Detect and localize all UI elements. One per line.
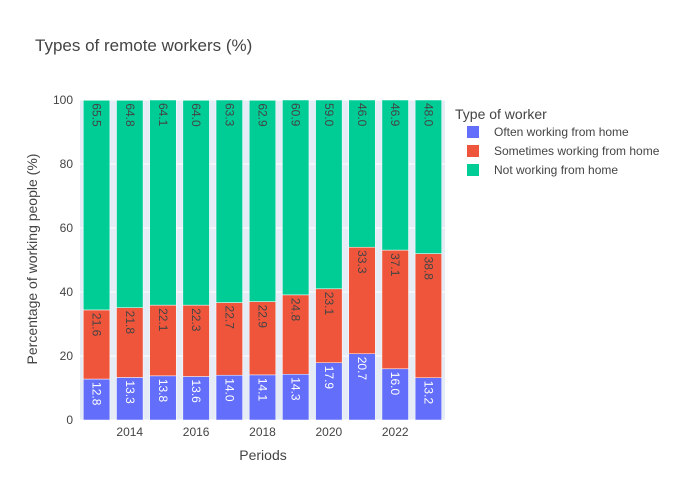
bar-segment[interactable] — [215, 99, 243, 303]
bar-value-label: 22.7 — [222, 306, 236, 330]
bar-value-label: 46.9 — [388, 103, 402, 127]
chart-title: Types of remote workers (%) — [35, 36, 252, 55]
bar-value-label: 64.1 — [156, 103, 170, 127]
bar-value-label: 24.8 — [289, 298, 303, 322]
bar-value-label: 64.8 — [123, 103, 137, 127]
x-axis-ticks: 2014 2016 2018 2020 2022 — [116, 425, 408, 439]
bar-segment[interactable] — [282, 99, 310, 296]
bar-segment[interactable] — [248, 374, 277, 421]
bar-segment[interactable] — [116, 307, 144, 378]
y-tick-label: 40 — [60, 285, 74, 299]
bar-value-label: 22.9 — [256, 305, 270, 329]
bar-segment[interactable] — [182, 100, 210, 306]
legend-label: Often working from home — [494, 125, 629, 139]
x-tick-label: 2018 — [249, 425, 276, 439]
x-tick-label: 2016 — [183, 425, 210, 439]
bar-segment[interactable] — [83, 100, 111, 311]
legend-swatch — [467, 164, 479, 176]
legend-swatch — [467, 145, 479, 157]
y-axis-ticks: 0 20 40 60 80 100 — [53, 93, 73, 427]
bar-value-label: 22.1 — [156, 308, 170, 332]
bar-value-label: 60.9 — [289, 103, 303, 127]
bar-segment[interactable] — [381, 368, 409, 421]
bar-value-label: 21.6 — [90, 313, 104, 337]
bar-value-label: 63.3 — [222, 103, 236, 127]
bar-value-label: 13.8 — [156, 379, 170, 403]
bar-value-label: 14.0 — [222, 378, 236, 402]
bar-value-label: 22.3 — [189, 308, 203, 332]
bar-value-label: 38.8 — [421, 257, 435, 281]
bar-value-label: 23.1 — [322, 292, 336, 316]
bar-labels: 12.8 21.6 65.5 13.3 21.8 64.8 13.8 22.1 64.1 13.6… — [90, 103, 436, 406]
x-tick-label: 2020 — [316, 425, 343, 439]
bar-segment[interactable] — [83, 378, 111, 421]
bar-value-label: 20.7 — [355, 357, 369, 381]
bar-value-label: 14.1 — [256, 378, 270, 402]
x-tick-label: 2022 — [382, 425, 409, 439]
legend-item[interactable]: Often working from home — [467, 125, 629, 139]
bar-segment[interactable] — [248, 301, 277, 376]
legend-item[interactable]: Sometimes working from home — [467, 144, 660, 158]
bar-value-label: 64.0 — [189, 103, 203, 127]
bars[interactable] — [83, 99, 442, 421]
bar-segment[interactable] — [215, 374, 243, 421]
bar-segment[interactable] — [149, 304, 177, 377]
bar-value-label: 17.9 — [322, 366, 336, 390]
bar-segment[interactable] — [182, 376, 210, 421]
bar-value-label: 21.8 — [123, 311, 137, 335]
bar-value-label: 59.0 — [322, 103, 336, 127]
bar-value-label: 16.0 — [388, 372, 402, 396]
bar-segment[interactable] — [381, 249, 409, 370]
y-axis-title: Percentage of working people (%) — [24, 154, 40, 365]
bar-segment[interactable] — [414, 377, 442, 421]
bar-value-label: 65.5 — [90, 103, 104, 127]
y-tick-label: 60 — [60, 221, 74, 235]
bar-value-label: 48.0 — [421, 103, 435, 127]
legend[interactable]: Type of worker Often working from home So… — [455, 106, 660, 177]
y-tick-label: 100 — [53, 93, 73, 107]
bar-value-label: 13.3 — [123, 380, 137, 404]
bar-segment[interactable] — [83, 309, 111, 380]
bar-value-label: 62.9 — [256, 103, 270, 127]
bar-segment[interactable] — [315, 288, 343, 363]
bar-segment[interactable] — [348, 99, 376, 248]
bar-segment[interactable] — [215, 302, 243, 376]
bar-value-label: 13.6 — [189, 379, 203, 403]
bar-segment[interactable] — [149, 99, 177, 306]
bar-segment[interactable] — [414, 99, 442, 254]
bar-segment[interactable] — [282, 294, 310, 375]
bar-segment[interactable] — [248, 100, 277, 302]
bar-value-label: 14.3 — [289, 377, 303, 401]
bar-segment[interactable] — [348, 246, 376, 355]
bar-value-label: 12.8 — [90, 382, 104, 406]
bar-segment[interactable] — [282, 373, 310, 421]
legend-item[interactable]: Not working from home — [467, 163, 618, 177]
bar-segment[interactable] — [315, 362, 343, 421]
y-tick-label: 0 — [66, 413, 73, 427]
bar-segment[interactable] — [116, 377, 144, 421]
bar-segment[interactable] — [315, 99, 343, 290]
bar-value-label: 37.1 — [388, 253, 402, 277]
bar-value-label: 13.2 — [421, 381, 435, 405]
legend-label: Sometimes working from home — [494, 144, 660, 158]
x-axis-title: Periods — [239, 447, 286, 463]
bar-value-label: 33.3 — [355, 250, 369, 274]
bar-segment[interactable] — [116, 100, 144, 308]
legend-label: Not working from home — [494, 163, 618, 177]
bar-segment[interactable] — [348, 353, 376, 421]
legend-title: Type of worker — [455, 106, 547, 122]
legend-swatch — [467, 126, 479, 138]
y-tick-label: 20 — [60, 349, 74, 363]
x-tick-label: 2014 — [116, 425, 143, 439]
y-tick-label: 80 — [60, 157, 74, 171]
bar-value-label: 46.0 — [355, 103, 369, 127]
bar-segment[interactable] — [381, 99, 409, 251]
